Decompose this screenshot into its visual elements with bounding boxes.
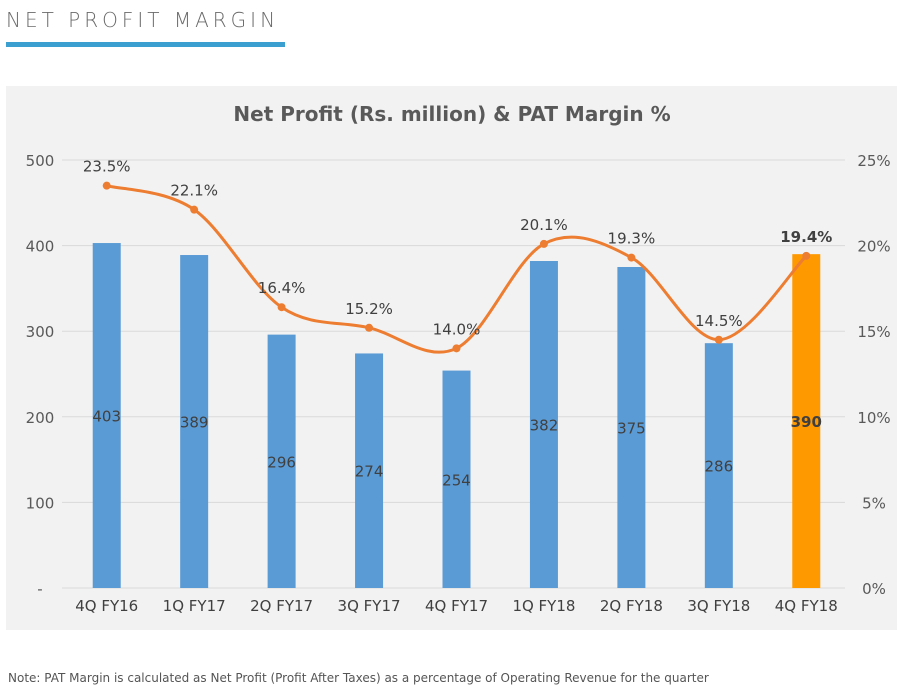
line-label: 14.0% [433,320,481,338]
y-left-tick: 400 [26,238,55,256]
bar-label: 296 [267,453,296,471]
bar-label: 390 [791,413,822,431]
line-point [802,251,811,260]
title-underline [6,42,285,47]
bar [442,370,471,588]
bar-label: 254 [442,471,471,489]
line-point [539,239,548,248]
line-point [365,323,374,332]
y-left-tick: 100 [26,494,55,512]
bar [355,353,384,588]
line-label: 19.3% [608,230,656,248]
bar [617,267,646,588]
line-label: 22.1% [170,182,218,200]
x-tick-label: 1Q FY18 [512,597,575,615]
y-left-tick: 300 [26,323,55,341]
line-point [452,344,461,353]
x-tick-label: 4Q FY16 [75,597,138,615]
pat-margin-line [106,184,808,354]
line-label: 16.4% [258,279,306,297]
bar [267,334,296,588]
bar-label: 375 [617,420,646,438]
bar-label: 274 [355,463,384,481]
bar [704,343,733,588]
x-tick-label: 4Q FY18 [775,597,838,615]
y-left-tick: 500 [26,152,55,170]
line-point [277,303,286,312]
x-tick-label: 4Q FY17 [425,597,488,615]
footnote: Note: PAT Margin is calculated as Net Pr… [8,671,709,685]
line-label: 20.1% [520,216,568,234]
bar [180,255,209,589]
x-tick-label: 1Q FY17 [163,597,226,615]
line-label: 15.2% [345,300,393,318]
bar-label: 382 [530,417,559,435]
page-title: NET PROFIT MARGIN [6,8,280,32]
line-label: 19.4% [780,228,832,246]
x-tick-label: 3Q FY17 [338,597,401,615]
y-right-tick: 0% [862,580,886,598]
y-left-tick: - [37,580,42,598]
line-label: 23.5% [83,158,131,176]
chart-title: Net Profit (Rs. million) & PAT Margin % [233,102,670,126]
line-point [627,253,636,262]
y-right-tick: 10% [857,409,890,427]
x-tick-label: 2Q FY17 [250,597,313,615]
bar-label: 403 [92,408,121,426]
bar [529,261,558,588]
bar [792,254,821,588]
line-point [102,181,111,190]
y-right-tick: 20% [857,238,890,256]
x-tick-label: 3Q FY18 [687,597,750,615]
bar-label: 286 [705,458,734,476]
bar [92,243,121,589]
line-label: 14.5% [695,312,743,330]
y-left-tick: 200 [26,409,55,427]
y-right-tick: 15% [857,323,890,341]
line-point [190,205,199,214]
y-right-tick: 5% [862,494,886,512]
y-right-tick: 25% [857,152,890,170]
bar-label: 389 [180,414,209,432]
x-tick-label: 2Q FY18 [600,597,663,615]
line-point [714,335,723,344]
